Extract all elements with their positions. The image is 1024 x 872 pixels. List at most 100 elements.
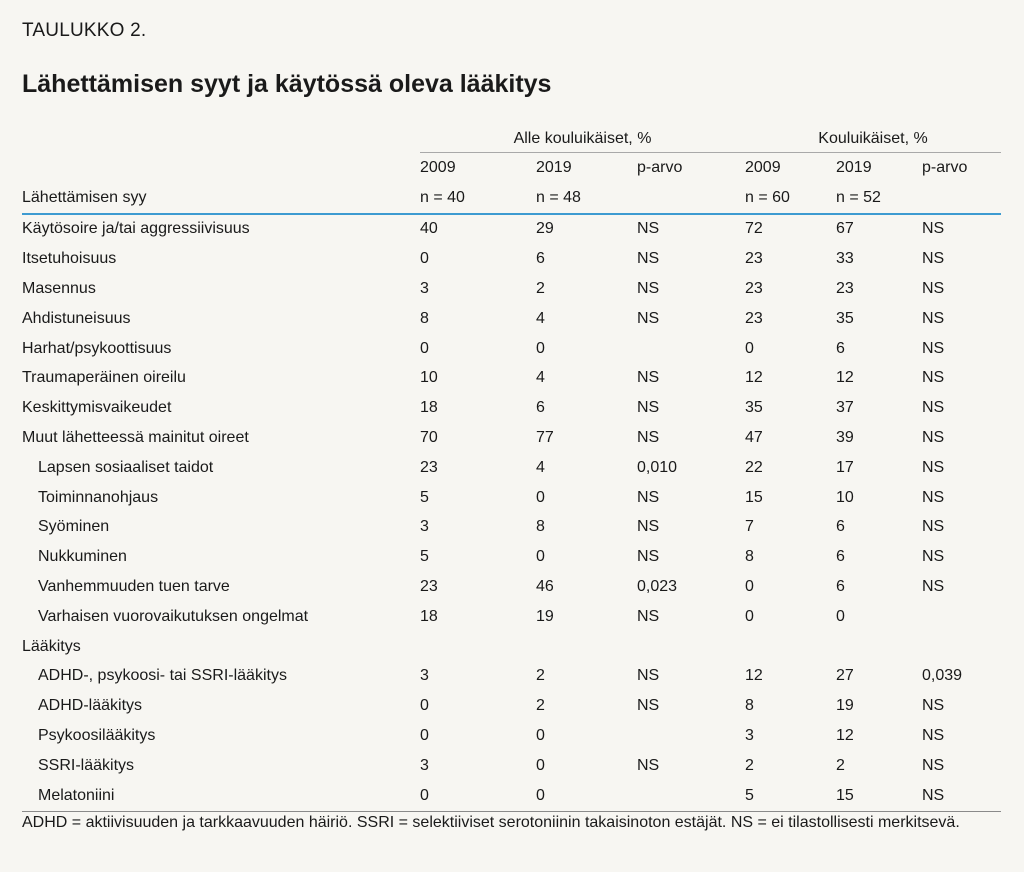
value-cell: 15	[836, 780, 922, 812]
table-row: Muut lähetteessä mainitut oireet 70 77 NS 47…	[22, 423, 1001, 453]
value-cell: 0	[536, 548, 545, 566]
row-label: Lääkitys	[22, 637, 81, 655]
table-body: Käytösoire ja/tai aggressiivisuus 40 29 NS 7…	[22, 214, 1001, 812]
value-cell: 77	[536, 429, 554, 447]
value-cell: 19	[536, 607, 554, 625]
p-value-cell: NS	[922, 548, 945, 566]
value-cell: 0	[536, 339, 545, 357]
value-cell: 46	[536, 578, 554, 596]
year-header: 2019	[836, 158, 872, 176]
p-value-cell: NS	[922, 250, 945, 268]
value-cell: 2	[745, 756, 754, 774]
value-cell: 40	[420, 220, 438, 238]
value-cell: 35	[745, 399, 763, 417]
year-header: 2019	[536, 158, 572, 176]
table-row: Käytösoire ja/tai aggressiivisuus 40 29 NS 7…	[22, 214, 1001, 245]
count-header: n = 40	[420, 182, 536, 215]
table-row: Vanhemmuuden tuen tarve 23 46 0,023 0 6 NS	[22, 572, 1001, 602]
row-label: Ahdistuneisuus	[22, 309, 131, 327]
row-label: Vanhemmuuden tuen tarve	[38, 578, 230, 596]
value-cell: 8	[745, 548, 754, 566]
value-cell: 2	[536, 667, 545, 685]
table-header: Alle kouluikäiset, % Kouluikäiset, % 200…	[22, 126, 1001, 215]
value-cell	[420, 632, 536, 662]
value-cell: 0	[536, 780, 637, 812]
value-cell: 8	[420, 309, 429, 327]
table-label: TAULUKKO 2.	[22, 20, 147, 41]
table-row: Toiminnanohjaus 5 0 NS 15 10 NS	[22, 483, 1001, 513]
table-row: Varhaisen vuorovaikutuksen ongelmat 18 19 N…	[22, 602, 1001, 632]
value-cell: 0	[420, 250, 429, 268]
value-cell	[836, 632, 922, 662]
header-spacer	[22, 126, 420, 153]
row-label: Traumaperäinen oireilu	[22, 369, 186, 387]
value-cell: 6	[836, 578, 845, 596]
value-cell: 3	[420, 518, 429, 536]
p-value-cell	[922, 632, 1001, 662]
p-value-cell: NS	[922, 220, 945, 238]
p-value-cell	[637, 632, 745, 662]
value-cell: 23	[745, 250, 763, 268]
p-value-header: p-arvo	[922, 158, 968, 176]
p-value-cell: NS	[922, 458, 945, 476]
data-table: Alle kouluikäiset, % Kouluikäiset, % 200…	[22, 126, 1001, 812]
value-cell: 15	[745, 488, 763, 506]
p-value-cell: NS	[637, 280, 660, 298]
value-cell: 47	[745, 429, 763, 447]
p-value-cell: 0,010	[637, 458, 678, 476]
value-cell: 0	[836, 607, 845, 625]
row-label: SSRI-lääkitys	[38, 756, 135, 774]
p-value-cell: NS	[922, 518, 945, 536]
row-label: Itsetuhoisuus	[22, 250, 117, 268]
row-label: Psykoosilääkitys	[38, 727, 156, 745]
table-row: Lapsen sosiaaliset taidot 23 4 0,010 22 17 NS	[22, 453, 1001, 483]
p-value-cell: NS	[637, 369, 660, 387]
value-cell: 35	[836, 309, 854, 327]
value-cell: 23	[745, 309, 763, 327]
p-value-cell: NS	[922, 369, 945, 387]
p-value-cell	[637, 334, 745, 364]
value-cell: 0	[745, 339, 754, 357]
p-value-cell: NS	[637, 607, 660, 625]
value-cell: 23	[745, 280, 763, 298]
value-cell: 0	[745, 578, 754, 596]
value-cell: 67	[836, 220, 854, 238]
value-cell: 23	[420, 458, 438, 476]
count-header: n = 60	[745, 182, 836, 215]
value-cell: 39	[836, 429, 854, 447]
p-value-cell: NS	[637, 250, 660, 268]
table-row: SSRI-lääkitys 3 0 NS 2 2 NS	[22, 751, 1001, 781]
value-cell: 19	[836, 697, 854, 715]
value-cell: 12	[836, 727, 854, 745]
p-value-cell: NS	[637, 548, 660, 566]
value-cell: 7	[745, 518, 754, 536]
p-value-cell: NS	[637, 220, 660, 238]
value-cell: 0	[420, 727, 429, 745]
row-label: Käytösoire ja/tai aggressiivisuus	[22, 220, 250, 238]
value-cell: 0	[420, 780, 536, 812]
value-cell: 6	[536, 250, 545, 268]
table-row: Harhat/psykoottisuus 0 0 0 6 NS	[22, 334, 1001, 364]
table-row: Ahdistuneisuus 8 4 NS 23 35 NS	[22, 304, 1001, 334]
p-value-cell: NS	[637, 667, 660, 685]
value-cell: 70	[420, 429, 438, 447]
value-cell: 6	[836, 518, 845, 536]
value-cell: 37	[836, 399, 854, 417]
year-header: 2009	[745, 158, 781, 176]
p-value-cell: NS	[922, 578, 945, 596]
row-label: Lapsen sosiaaliset taidot	[38, 458, 214, 476]
row-label: Syöminen	[38, 518, 110, 536]
p-value-cell	[922, 602, 1001, 632]
value-cell: 22	[745, 458, 763, 476]
p-value-cell: 0,039	[922, 667, 963, 685]
row-label: Masennus	[22, 280, 96, 298]
row-label: Keskittymisvaikeudet	[22, 399, 172, 417]
value-cell: 0	[536, 756, 545, 774]
value-cell: 0	[420, 697, 429, 715]
value-cell: 72	[745, 220, 763, 238]
table-row: Itsetuhoisuus 0 6 NS 23 33 NS	[22, 244, 1001, 274]
header-spacer	[22, 153, 420, 183]
value-cell: 3	[420, 667, 429, 685]
p-value-cell	[637, 721, 745, 751]
table-row: Melatoniini 0 0 5 15 NS	[22, 780, 1001, 812]
